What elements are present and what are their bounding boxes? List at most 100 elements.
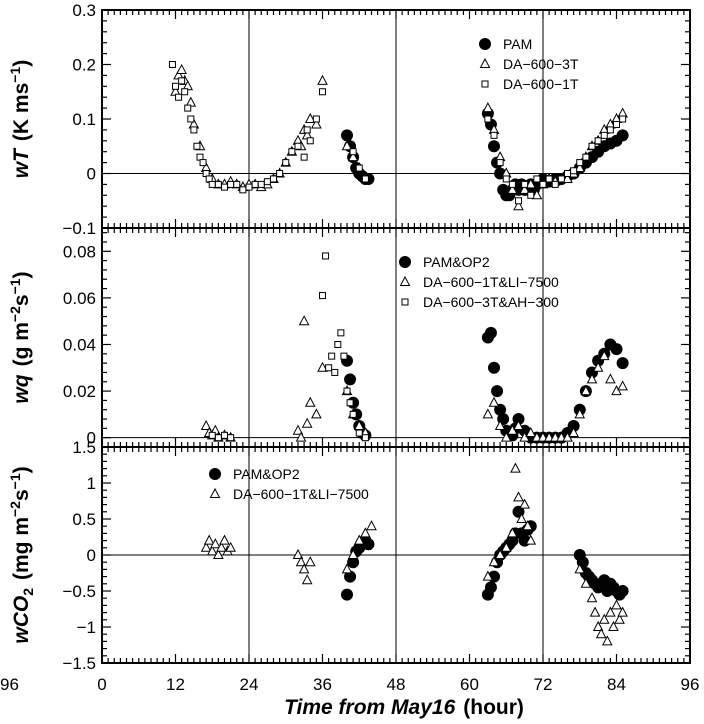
data-point bbox=[349, 410, 357, 418]
panels-group: 0.30.20.10−0.1wT(K ms−1)PAMDA−600−3TDA−6… bbox=[7, 1, 691, 673]
data-point bbox=[311, 408, 322, 419]
legend-label: PAM bbox=[503, 36, 532, 52]
data-point bbox=[488, 361, 500, 374]
data-point bbox=[580, 385, 592, 396]
x-tick-label: 72 bbox=[534, 675, 553, 694]
data-point bbox=[209, 538, 221, 549]
y-tick-label: 0.2 bbox=[72, 56, 96, 75]
data-point bbox=[288, 148, 296, 156]
data-point bbox=[605, 373, 616, 384]
legend-label: PAM&OP2 bbox=[233, 466, 300, 482]
data-point bbox=[614, 613, 625, 624]
data-point bbox=[525, 534, 537, 545]
data-point bbox=[606, 126, 614, 134]
data-point bbox=[347, 556, 360, 569]
legend-marker bbox=[209, 487, 221, 498]
data-point bbox=[208, 431, 216, 439]
x-axis-label-italic: Time from May16 bbox=[284, 696, 455, 719]
y-label-close: ) bbox=[10, 466, 33, 473]
data-point bbox=[178, 77, 186, 85]
data-point bbox=[610, 343, 623, 356]
data-point bbox=[176, 63, 187, 74]
data-point bbox=[515, 197, 522, 205]
data-point bbox=[355, 164, 363, 172]
data-point bbox=[322, 252, 330, 260]
y-tick-label: 1 bbox=[87, 474, 96, 493]
x-tick-label: 60 bbox=[460, 675, 479, 694]
data-point bbox=[328, 352, 336, 360]
data-point bbox=[221, 431, 228, 439]
data-point bbox=[347, 151, 359, 162]
y-tick-label: 0 bbox=[87, 546, 96, 565]
y-tick-label: 0.5 bbox=[72, 510, 96, 529]
data-point bbox=[168, 61, 176, 68]
legend-label: DA−600−3T bbox=[503, 56, 579, 72]
data-point bbox=[337, 329, 345, 337]
data-point bbox=[488, 556, 500, 567]
y-label-superscript-2: −1 bbox=[7, 278, 23, 294]
data-point bbox=[292, 548, 304, 559]
data-point bbox=[592, 361, 604, 372]
data-point bbox=[341, 129, 353, 142]
data-point bbox=[491, 385, 504, 398]
data-point bbox=[525, 426, 537, 438]
panel-2: 0.08 0.06 0.04 0.02 0 wq (g m−2s−1) PAM&OP2 DA−6… bbox=[7, 227, 691, 448]
data-point bbox=[334, 340, 342, 348]
data-point bbox=[619, 115, 627, 123]
y-label-units: (mg m bbox=[10, 517, 33, 580]
data-point bbox=[617, 606, 628, 617]
data-point bbox=[598, 350, 610, 361]
data-point bbox=[306, 137, 314, 145]
data-point bbox=[300, 153, 308, 161]
data-point bbox=[513, 491, 524, 502]
data-point bbox=[361, 175, 369, 183]
data-point bbox=[494, 419, 506, 431]
data-point bbox=[484, 326, 497, 339]
panel-1: 0.3 0.2 0.1 0 −0.1 wT (K ms−1) PAM DA−600−3T DA−6… bbox=[7, 1, 691, 238]
data-point bbox=[187, 115, 195, 123]
data-point bbox=[594, 137, 602, 145]
data-point bbox=[200, 541, 212, 552]
data-point bbox=[190, 126, 198, 134]
data-point bbox=[295, 556, 307, 567]
data-point bbox=[181, 88, 189, 96]
data-point bbox=[608, 620, 619, 631]
y-tick-label: 0 bbox=[87, 165, 96, 184]
data-point bbox=[539, 180, 547, 188]
y-tick-label: −1 bbox=[77, 618, 96, 637]
x-axis-label-unit: (hour) bbox=[463, 696, 524, 719]
data-point bbox=[513, 200, 524, 211]
data-point bbox=[193, 142, 201, 150]
y-axis-label: wq (g m−2s−1) bbox=[7, 271, 33, 403]
y-label-mid: s bbox=[10, 489, 33, 501]
legend-marker bbox=[399, 275, 411, 286]
y-tick-label: 0.08 bbox=[63, 242, 96, 261]
legend: PAM DA−600−3T DA−600−1T bbox=[479, 36, 579, 92]
data-point bbox=[521, 180, 529, 188]
data-point bbox=[341, 563, 353, 574]
data-point bbox=[276, 170, 284, 177]
data-point bbox=[292, 424, 304, 435]
data-point bbox=[340, 352, 348, 360]
data-point bbox=[488, 396, 500, 407]
data-point bbox=[206, 545, 218, 556]
data-point bbox=[344, 570, 357, 583]
legend: PAM&OP2 DA−600−1T&LI−7500 bbox=[209, 466, 369, 502]
data-point bbox=[482, 408, 494, 419]
data-point bbox=[303, 126, 311, 134]
data-point bbox=[484, 115, 492, 123]
data-point bbox=[298, 563, 310, 574]
series-2 bbox=[200, 462, 628, 646]
data-point bbox=[362, 538, 375, 551]
data-point bbox=[557, 175, 565, 183]
y-tick-label: −0.5 bbox=[62, 582, 96, 601]
data-point bbox=[200, 419, 212, 431]
x-tick-label: 96 bbox=[681, 675, 700, 694]
y-tick-label: 0.3 bbox=[72, 1, 96, 20]
x-tick-label: 36 bbox=[313, 675, 332, 694]
data-point bbox=[586, 373, 598, 384]
data-point bbox=[500, 431, 512, 442]
data-point bbox=[507, 183, 518, 194]
data-point bbox=[494, 548, 506, 559]
